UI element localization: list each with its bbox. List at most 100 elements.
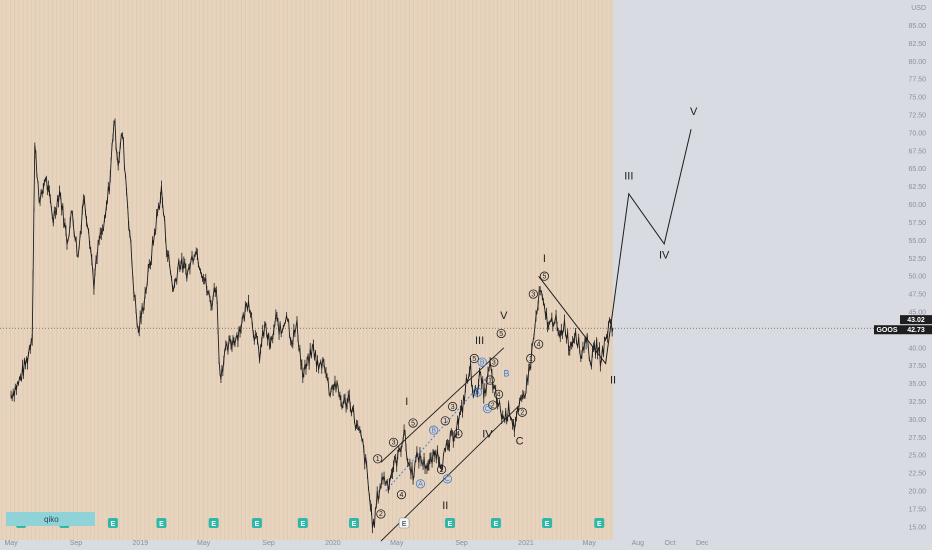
wave-circle (517, 407, 527, 417)
wave-circle-label: B (477, 357, 487, 367)
wave-circle-text: C (485, 406, 490, 413)
earnings-letter: E (300, 521, 305, 528)
wave-circle-label: 3 (489, 357, 499, 367)
earnings-letter: E (545, 521, 550, 528)
legend-box (6, 512, 95, 526)
earnings-icon (398, 517, 410, 529)
wave-circle (442, 474, 452, 484)
wave-circle-label: 2 (376, 509, 386, 519)
y-tick-label: 50.00 (908, 274, 926, 281)
wave-circle-label: 3 (448, 401, 458, 412)
earnings-letter: E (352, 521, 357, 528)
y-tick-label: 82.50 (908, 41, 926, 48)
x-tick-label: Sep (455, 540, 468, 547)
y-tick-label: 67.50 (908, 148, 926, 155)
y-tick-label: 60.00 (908, 202, 926, 209)
wave-circle-text: 5 (411, 420, 415, 427)
last-price-tag (900, 325, 932, 335)
wave-label: V (500, 310, 508, 322)
x-tick-label: May (197, 540, 211, 547)
wave-circle-label: 4 (453, 429, 463, 439)
channel-line (385, 376, 488, 492)
earnings-marker: E (297, 518, 308, 528)
earnings-marker: E (445, 518, 456, 528)
earnings-letter: E (597, 521, 602, 528)
wave-label: IV (659, 249, 670, 261)
high-price-value: 43.02 (907, 317, 925, 324)
earnings-letter: E (494, 521, 499, 528)
earnings-icon (445, 518, 456, 528)
wave-circle-text: 3 (492, 359, 496, 366)
wave-circle-text: 1 (443, 418, 447, 425)
wave-circle-label: 5 (496, 328, 506, 339)
wave-circle-text: 1 (488, 377, 492, 384)
earnings-icon (208, 518, 219, 528)
x-tick-label: Oct (665, 540, 676, 547)
y-tick-label: 37.50 (908, 363, 926, 370)
y-tick-label: 35.00 (908, 381, 926, 388)
wave-circle-text: 2 (491, 402, 495, 409)
earnings-letter: E (402, 521, 407, 528)
wave-circle-label: 1 (440, 416, 450, 426)
x-tick-label: Sep (262, 540, 275, 547)
x-tick-label: Dec (696, 540, 709, 547)
wave-label: III (624, 170, 633, 182)
wave-label: I (543, 253, 546, 265)
earnings-icon (348, 518, 359, 528)
wave-circle (440, 416, 450, 426)
wave-circle-label: 5 (539, 271, 550, 281)
wave-circle-label: 4 (396, 490, 407, 500)
y-tick-label: 80.00 (908, 59, 926, 66)
wave-circle (528, 289, 538, 299)
history-stripes (1, 0, 612, 540)
y-tick-label: 15.00 (908, 524, 926, 531)
wave-circle (482, 404, 493, 414)
y-tick-label: 70.00 (908, 130, 926, 137)
y-tick-label: 85.00 (908, 23, 926, 30)
x-tick-label: May (390, 540, 404, 547)
wave-circle (453, 429, 463, 439)
wave-circle (448, 401, 458, 412)
legend-label: qiko (44, 515, 59, 524)
currency-label: USD (911, 5, 926, 12)
earnings-marker: E (348, 518, 359, 528)
wave-circle (388, 437, 399, 447)
x-tick-label: May (4, 540, 18, 547)
wave-circle (376, 509, 386, 519)
wave-circle-text: 3 (451, 404, 455, 411)
wave-circle-label: 2 (488, 400, 498, 410)
wave-circle-text: 4 (400, 492, 404, 499)
x-tick-label: Aug (632, 540, 645, 547)
wave-circle-text: 4 (497, 392, 501, 399)
wave-circle-text: C (445, 476, 450, 483)
wave-circle-label: B (429, 425, 439, 435)
wave-circle-text: 2 (379, 511, 383, 518)
y-tick-label: 57.50 (908, 220, 926, 227)
wave-circle-label: 1 (485, 375, 495, 385)
wave-circle-text: 4 (537, 342, 541, 349)
wave-circle-text: 4 (456, 431, 460, 438)
wave-circle (534, 339, 544, 349)
y-tick-label: 32.50 (908, 399, 926, 406)
earnings-marker: E (594, 518, 605, 528)
wave-circle (415, 479, 426, 489)
y-tick-label: 72.50 (908, 113, 926, 120)
earnings-marker: E (156, 518, 167, 528)
y-tick-label: 27.50 (908, 435, 926, 442)
wave-circle-label: C (482, 404, 493, 414)
earnings-marker: E (542, 518, 553, 528)
y-tick-label: 30.00 (908, 417, 926, 424)
earnings-marker: E (107, 518, 118, 528)
y-tick-label: 75.00 (908, 95, 926, 102)
wave-circle (373, 454, 383, 464)
y-tick-label: 77.50 (908, 77, 926, 84)
wave-circle-text: 1 (529, 356, 533, 363)
earnings-marker: E (251, 518, 262, 528)
earnings-letter: E (255, 521, 260, 528)
high-price-tag (900, 315, 932, 325)
symbol-tag (874, 325, 900, 335)
wave-circle-label: 5 (408, 418, 418, 428)
symbol-label: GOOS (876, 327, 897, 334)
